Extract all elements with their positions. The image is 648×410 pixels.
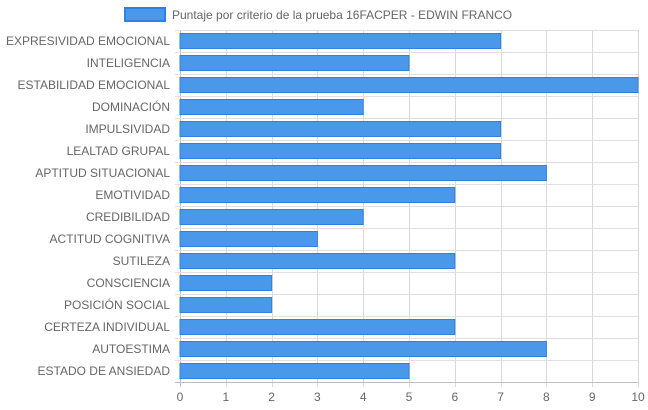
category-label: ACTITUD COGNITIVA xyxy=(50,232,170,246)
bar[interactable] xyxy=(179,253,456,269)
category-label: ESTABILIDAD EMOCIONAL xyxy=(18,78,171,92)
x-tick-label: 7 xyxy=(497,390,504,404)
x-tick-label: 3 xyxy=(314,390,321,404)
bars xyxy=(179,33,639,379)
category-label: CREDIBILIDAD xyxy=(86,210,170,224)
x-tick-label: 5 xyxy=(406,390,413,404)
category-label: POSICIÓN SOCIAL xyxy=(64,297,170,312)
legend[interactable]: Puntaje por criterio de la prueba 16FACP… xyxy=(124,7,512,22)
category-label: CONSCIENCIA xyxy=(87,276,170,290)
bar[interactable] xyxy=(179,319,456,335)
bar[interactable] xyxy=(179,187,456,203)
category-label: EXPRESIVIDAD EMOCIONAL xyxy=(6,34,170,48)
bar[interactable] xyxy=(179,77,639,93)
bar[interactable] xyxy=(179,143,502,159)
bar[interactable] xyxy=(179,209,364,225)
bar[interactable] xyxy=(179,231,318,247)
bar[interactable] xyxy=(179,165,547,181)
category-label: DOMINACIÓN xyxy=(92,99,170,114)
x-tick-label: 8 xyxy=(543,390,550,404)
x-tick-label: 9 xyxy=(589,390,596,404)
bar[interactable] xyxy=(179,341,547,357)
bar[interactable] xyxy=(179,55,410,71)
bar[interactable] xyxy=(179,275,273,291)
x-tick-label: 4 xyxy=(360,390,367,404)
bar[interactable] xyxy=(179,121,502,137)
bar[interactable] xyxy=(179,363,410,379)
x-tick-label: 6 xyxy=(451,390,458,404)
category-label: EMOTIVIDAD xyxy=(95,188,170,202)
x-axis-ticks: 0 1 2 3 4 5 6 7 8 9 10 xyxy=(177,390,645,404)
category-label: ESTADO DE ANSIEDAD xyxy=(38,364,171,378)
category-label: INTELIGENCIA xyxy=(87,56,170,70)
x-tick-label: 10 xyxy=(631,390,645,404)
bar[interactable] xyxy=(179,33,502,49)
category-label: SUTILEZA xyxy=(113,254,170,268)
x-tick-label: 1 xyxy=(222,390,229,404)
category-labels: EXPRESIVIDAD EMOCIONAL INTELIGENCIA ESTABI… xyxy=(6,34,170,378)
category-label: AUTOESTIMA xyxy=(92,342,170,356)
x-tick-label: 0 xyxy=(177,390,184,404)
category-label: IMPULSIVIDAD xyxy=(85,122,170,136)
x-tick-label: 2 xyxy=(268,390,275,404)
legend-label[interactable]: Puntaje por criterio de la prueba 16FACP… xyxy=(172,8,512,22)
legend-swatch[interactable] xyxy=(124,7,166,22)
bar[interactable] xyxy=(179,297,273,313)
category-label: CERTEZA INDIVIDUAL xyxy=(44,320,170,334)
bar[interactable] xyxy=(179,99,364,115)
category-label: LEALTAD GRUPAL xyxy=(67,144,171,158)
category-label: APTITUD SITUACIONAL xyxy=(35,166,170,180)
